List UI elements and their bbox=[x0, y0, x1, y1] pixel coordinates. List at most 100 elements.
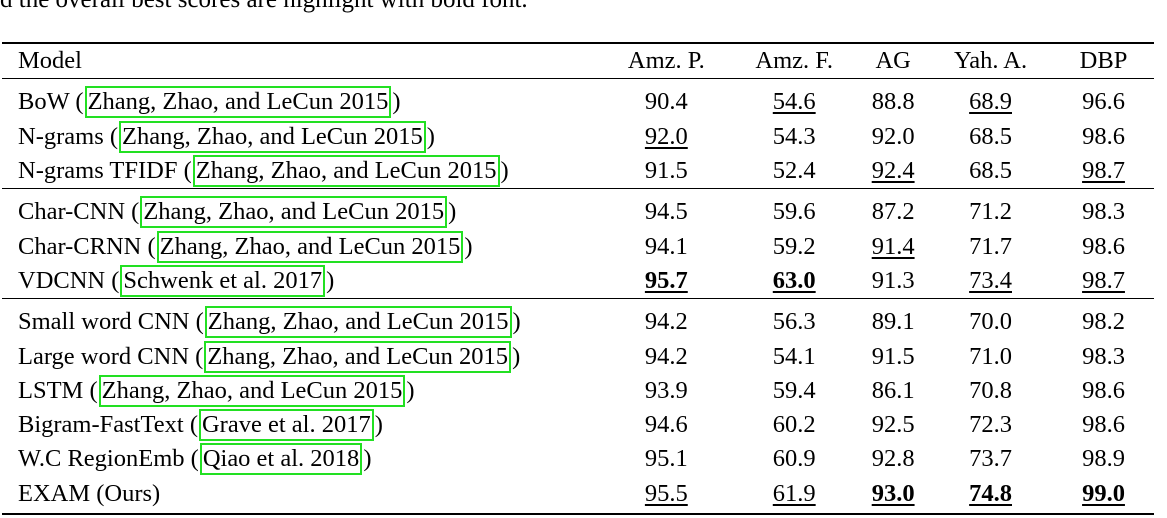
table-row: Bigram-FastText (Grave et al. 2017) 94.6 6… bbox=[2, 408, 1154, 442]
score-value: 68.5 bbox=[969, 122, 1012, 150]
score-value: 92.4 bbox=[871, 157, 915, 185]
citation-link[interactable]: Zhang, Zhao, and LeCun 2015 bbox=[192, 155, 500, 188]
score-cell: 56.3 bbox=[730, 299, 858, 340]
score-value: 94.5 bbox=[644, 198, 688, 226]
score-value: 93.0 bbox=[871, 479, 915, 507]
header-dbp: DBP bbox=[1079, 47, 1128, 75]
citation-link[interactable]: Grave et al. 2017 bbox=[198, 409, 374, 442]
table-row: BoW (Zhang, Zhao, and LeCun 2015) 90.4 54.… bbox=[2, 79, 1154, 120]
score-cell: 68.9 bbox=[928, 79, 1053, 120]
model-cell: W.C RegionEmb (Qiao et al. 2018) bbox=[2, 442, 602, 476]
score-cell: 59.4 bbox=[730, 374, 858, 408]
score-cell: 93.9 bbox=[602, 374, 730, 408]
score-value: 95.5 bbox=[644, 479, 688, 507]
score-cell: 59.6 bbox=[730, 189, 858, 230]
score-value: 98.6 bbox=[1082, 232, 1125, 260]
model-cell: EXAM (Ours) bbox=[2, 477, 602, 514]
table-header: Model Amz. P. Amz. F. AG Yah. A. DBP bbox=[2, 43, 1154, 79]
score-cell: 91.4 bbox=[858, 229, 928, 263]
score-cell: 87.2 bbox=[858, 189, 928, 230]
table-group: BoW (Zhang, Zhao, and LeCun 2015) 90.4 54.… bbox=[2, 78, 1154, 189]
score-cell: 98.6 bbox=[1053, 120, 1154, 154]
score-cell: 89.1 bbox=[858, 299, 928, 340]
score-value: 86.1 bbox=[871, 376, 915, 404]
score-cell: 54.1 bbox=[730, 339, 858, 373]
score-cell: 70.8 bbox=[928, 374, 1053, 408]
model-cell: LSTM (Zhang, Zhao, and LeCun 2015) bbox=[2, 374, 602, 408]
score-cell: 73.7 bbox=[928, 442, 1053, 476]
score-value: 98.3 bbox=[1082, 342, 1125, 370]
score-value: 98.6 bbox=[1082, 122, 1125, 150]
table-row: N-grams TFIDF (Zhang, Zhao, and LeCun 20… bbox=[2, 154, 1154, 189]
score-cell: 98.2 bbox=[1053, 299, 1154, 340]
model-cell: Char-CRNN (Zhang, Zhao, and LeCun 2015) bbox=[2, 229, 602, 263]
citation-link[interactable]: Zhang, Zhao, and LeCun 2015 bbox=[204, 306, 512, 339]
model-cell: Small word CNN (Zhang, Zhao, and LeCun 2… bbox=[2, 299, 602, 340]
score-cell: 71.7 bbox=[928, 229, 1053, 263]
score-cell: 63.0 bbox=[730, 264, 858, 299]
score-cell: 92.0 bbox=[858, 120, 928, 154]
score-value: 71.7 bbox=[969, 232, 1012, 260]
score-cell: 98.9 bbox=[1053, 442, 1154, 476]
score-value: 71.0 bbox=[969, 342, 1012, 370]
score-value: 91.3 bbox=[871, 266, 915, 294]
score-value: 88.8 bbox=[871, 88, 915, 116]
score-cell: 74.8 bbox=[928, 477, 1053, 514]
score-value: 89.1 bbox=[871, 308, 915, 336]
score-value: 98.9 bbox=[1082, 445, 1125, 473]
score-cell: 73.4 bbox=[928, 264, 1053, 299]
citation-link[interactable]: Zhang, Zhao, and LeCun 2015 bbox=[84, 86, 392, 119]
table-row: Char-CRNN (Zhang, Zhao, and LeCun 2015) 9… bbox=[2, 229, 1154, 263]
score-value: 91.5 bbox=[871, 342, 915, 370]
model-name: Large word CNN bbox=[18, 342, 190, 370]
score-value: 54.3 bbox=[772, 122, 816, 150]
score-value: 59.6 bbox=[772, 198, 816, 226]
citation-link[interactable]: Schwenk et al. 2017 bbox=[120, 264, 326, 297]
score-cell: 71.2 bbox=[928, 189, 1053, 230]
citation-link[interactable]: Zhang, Zhao, and LeCun 2015 bbox=[204, 340, 512, 373]
caption-fragment: d the overall best scores are highlight … bbox=[0, 0, 528, 14]
score-cell: 96.6 bbox=[1053, 79, 1154, 120]
table-row: VDCNN (Schwenk et al. 2017) 95.7 63.0 91.3 7… bbox=[2, 264, 1154, 299]
score-value: 60.2 bbox=[772, 411, 816, 439]
score-cell: 95.7 bbox=[602, 264, 730, 299]
score-cell: 94.2 bbox=[602, 339, 730, 373]
header-ag: AG bbox=[875, 47, 911, 75]
score-cell: 98.6 bbox=[1053, 374, 1154, 408]
score-cell: 91.3 bbox=[858, 264, 928, 299]
score-value: 98.7 bbox=[1082, 266, 1125, 294]
citation-link[interactable]: Zhang, Zhao, and LeCun 2015 bbox=[119, 120, 426, 153]
model-name: VDCNN bbox=[18, 266, 106, 294]
table-group: Char-CNN (Zhang, Zhao, and LeCun 2015) 94… bbox=[2, 188, 1154, 299]
score-cell: 92.5 bbox=[858, 408, 928, 442]
score-value: 91.5 bbox=[644, 157, 688, 185]
score-cell: 95.1 bbox=[602, 442, 730, 476]
table-row: W.C RegionEmb (Qiao et al. 2018) 95.1 60.9… bbox=[2, 442, 1154, 476]
model-cell: Bigram-FastText (Grave et al. 2017) bbox=[2, 408, 602, 442]
table-row: Small word CNN (Zhang, Zhao, and LeCun 2… bbox=[2, 299, 1154, 340]
score-cell: 70.0 bbox=[928, 299, 1053, 340]
score-cell: 54.6 bbox=[730, 79, 858, 120]
model-name: N-grams TFIDF bbox=[18, 157, 178, 185]
score-cell: 98.3 bbox=[1053, 339, 1154, 373]
score-cell: 98.7 bbox=[1053, 154, 1154, 189]
score-cell: 92.0 bbox=[602, 120, 730, 154]
citation-link[interactable]: Zhang, Zhao, and LeCun 2015 bbox=[156, 230, 464, 263]
table-row: EXAM (Ours) 95.5 61.9 93.0 74.8 99.0 bbox=[2, 477, 1154, 514]
citation-link[interactable]: Zhang, Zhao, and LeCun 2015 bbox=[98, 374, 406, 407]
score-value: 91.4 bbox=[871, 232, 915, 260]
score-value: 98.6 bbox=[1082, 411, 1125, 439]
score-value: 94.2 bbox=[644, 342, 688, 370]
header-yah-a: Yah. A. bbox=[954, 47, 1028, 75]
model-cell: BoW (Zhang, Zhao, and LeCun 2015) bbox=[2, 79, 602, 120]
table-row: Char-CNN (Zhang, Zhao, and LeCun 2015) 94… bbox=[2, 189, 1154, 230]
score-value: 52.4 bbox=[772, 157, 816, 185]
score-cell: 52.4 bbox=[730, 154, 858, 189]
score-value: 60.9 bbox=[772, 445, 816, 473]
score-value: 94.2 bbox=[644, 308, 688, 336]
model-name: W.C RegionEmb bbox=[18, 445, 185, 473]
citation-link[interactable]: Zhang, Zhao, and LeCun 2015 bbox=[140, 196, 448, 229]
citation-link[interactable]: Qiao et al. 2018 bbox=[199, 443, 363, 476]
score-value: 98.2 bbox=[1082, 308, 1125, 336]
header-row: Model Amz. P. Amz. F. AG Yah. A. DBP bbox=[2, 43, 1154, 79]
